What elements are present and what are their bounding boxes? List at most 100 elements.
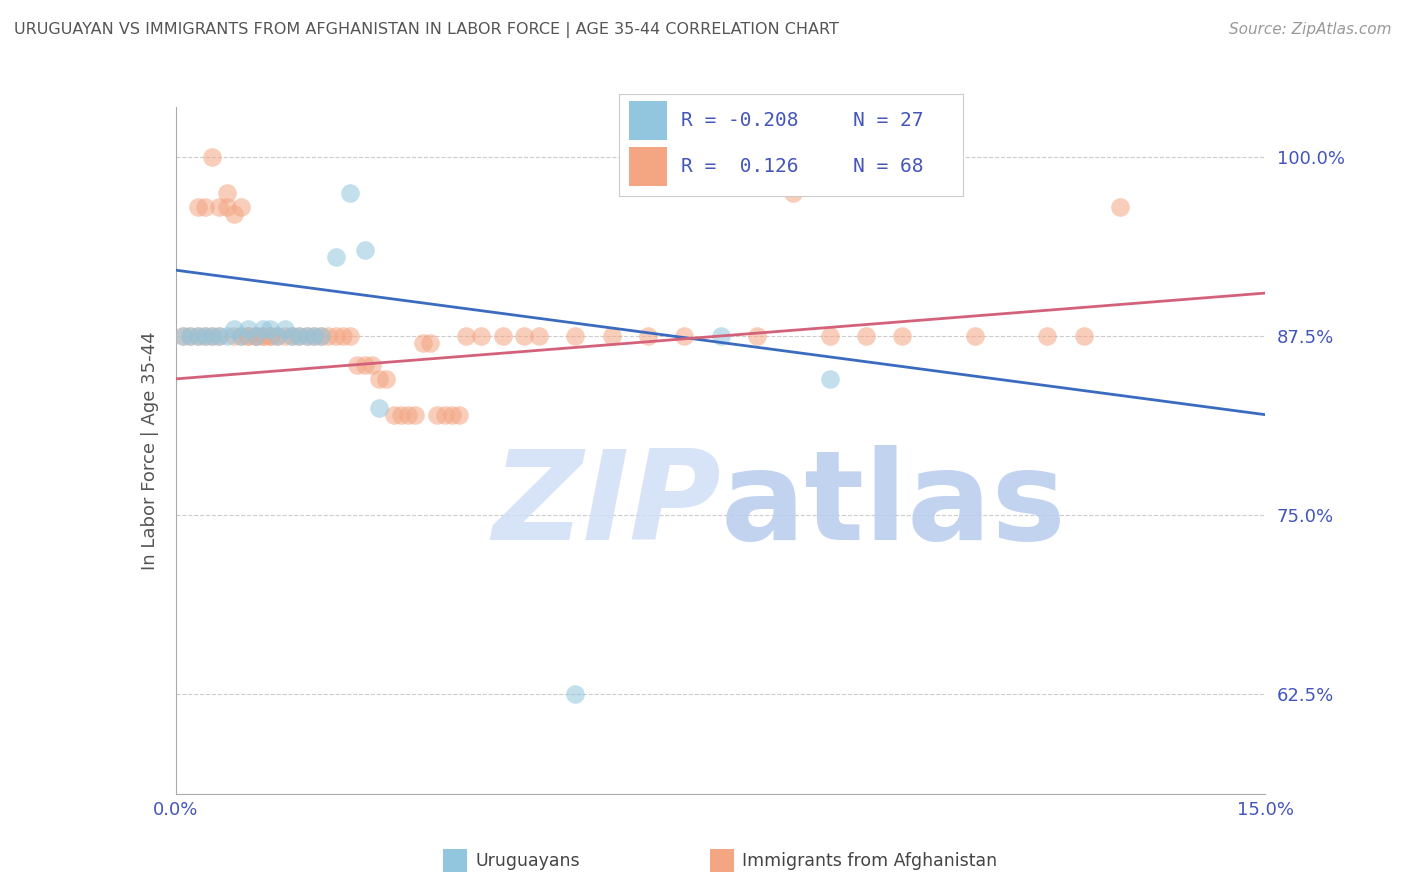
Point: [215, 200, 238, 214]
Point: [194, 200, 217, 214]
Text: URUGUAYAN VS IMMIGRANTS FROM AFGHANISTAN IN LABOR FORCE | AGE 35-44 CORRELATION : URUGUAYAN VS IMMIGRANTS FROM AFGHANISTAN…: [14, 22, 839, 38]
Point: [318, 329, 340, 343]
Point: [818, 329, 841, 343]
Point: [186, 329, 209, 343]
Text: atlas: atlas: [721, 445, 1066, 566]
Point: [238, 329, 260, 343]
Point: [245, 329, 267, 343]
Point: [266, 329, 288, 343]
Point: [222, 322, 245, 336]
Point: [231, 200, 253, 214]
Point: [222, 207, 245, 221]
Point: [492, 329, 515, 343]
Bar: [628, 147, 666, 186]
Point: [325, 250, 347, 264]
Point: [194, 329, 217, 343]
Point: [353, 358, 375, 372]
Point: [368, 372, 391, 386]
Point: [252, 329, 274, 343]
Point: [231, 329, 253, 343]
Point: [266, 329, 288, 343]
Point: [252, 322, 274, 336]
Point: [274, 322, 297, 336]
Point: [339, 329, 361, 343]
Point: [710, 329, 733, 343]
Point: [433, 408, 456, 422]
Point: [339, 186, 361, 200]
Point: [252, 329, 274, 343]
Point: [412, 336, 434, 351]
Point: [745, 329, 768, 343]
Text: Immigrants from Afghanistan: Immigrants from Afghanistan: [742, 852, 997, 870]
Point: [208, 329, 231, 343]
Point: [368, 401, 391, 415]
Point: [295, 329, 318, 343]
Point: [259, 329, 281, 343]
Point: [179, 329, 201, 343]
Point: [201, 150, 224, 164]
Point: [245, 329, 267, 343]
Text: Source: ZipAtlas.com: Source: ZipAtlas.com: [1229, 22, 1392, 37]
Point: [281, 329, 304, 343]
Point: [891, 329, 914, 343]
Point: [281, 329, 304, 343]
Point: [470, 329, 492, 343]
Point: [222, 329, 245, 343]
Point: [513, 329, 536, 343]
Point: [600, 329, 623, 343]
Point: [201, 329, 224, 343]
Point: [309, 329, 332, 343]
Point: [194, 329, 217, 343]
Point: [274, 329, 297, 343]
Point: [346, 358, 368, 372]
Point: [818, 372, 841, 386]
Bar: [628, 101, 666, 140]
Point: [215, 329, 238, 343]
Point: [309, 329, 332, 343]
Point: [238, 322, 260, 336]
Point: [1036, 329, 1059, 343]
Point: [564, 687, 586, 701]
Point: [302, 329, 325, 343]
Point: [564, 329, 586, 343]
Point: [673, 329, 696, 343]
Point: [419, 336, 441, 351]
Text: Uruguayans: Uruguayans: [475, 852, 579, 870]
Point: [325, 329, 347, 343]
Point: [295, 329, 318, 343]
Point: [245, 329, 267, 343]
Point: [238, 329, 260, 343]
Point: [405, 408, 427, 422]
Point: [426, 408, 449, 422]
Point: [172, 329, 194, 343]
Point: [782, 186, 804, 200]
Point: [259, 329, 281, 343]
Point: [447, 408, 470, 422]
Point: [215, 186, 238, 200]
Text: ZIP: ZIP: [492, 445, 721, 566]
Point: [231, 329, 253, 343]
Point: [179, 329, 201, 343]
Point: [389, 408, 412, 422]
Point: [208, 200, 231, 214]
Point: [201, 329, 224, 343]
Point: [172, 329, 194, 343]
Point: [259, 322, 281, 336]
Point: [375, 372, 398, 386]
Point: [208, 329, 231, 343]
Point: [332, 329, 354, 343]
Point: [456, 329, 478, 343]
Point: [360, 358, 382, 372]
Point: [288, 329, 311, 343]
Point: [353, 243, 375, 257]
Point: [963, 329, 986, 343]
Y-axis label: In Labor Force | Age 35-44: In Labor Force | Age 35-44: [141, 331, 159, 570]
Text: N = 27: N = 27: [853, 111, 924, 130]
Point: [382, 408, 405, 422]
Point: [1073, 329, 1095, 343]
Point: [186, 200, 209, 214]
Point: [302, 329, 325, 343]
Point: [855, 329, 877, 343]
Point: [440, 408, 463, 422]
Point: [637, 329, 659, 343]
